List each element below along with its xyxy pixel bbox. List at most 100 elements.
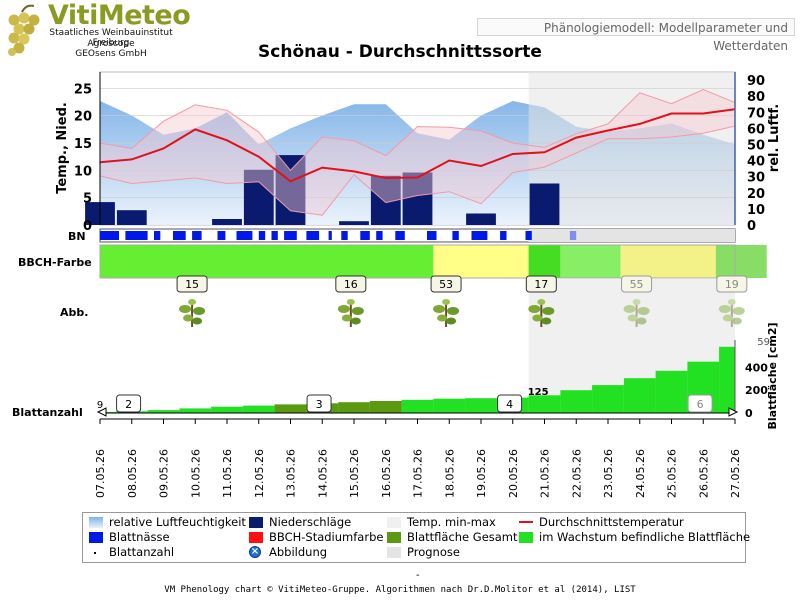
- bbch-color-segment: [560, 245, 621, 278]
- x-tick-label: 08.05.26: [126, 449, 139, 498]
- grapevine-shoot-icon: [337, 299, 364, 327]
- x-tick-label: 07.05.26: [94, 449, 107, 498]
- leaf-area-bar: [528, 395, 561, 413]
- red-swatch-icon: [249, 532, 263, 543]
- bn-label: BN: [68, 230, 86, 243]
- leaf-area-bar: [100, 411, 116, 413]
- bbch-stage-code: 16: [344, 278, 358, 291]
- leaf-wetness-segment: [341, 231, 348, 240]
- leaf-wetness-segment: [173, 231, 186, 240]
- shoot-leaf: [623, 305, 636, 313]
- abb-label: Abb.: [60, 306, 88, 319]
- leaf-count-value: 6: [697, 398, 704, 411]
- bbch-color-segment: [528, 245, 561, 278]
- shoot-leaf: [528, 305, 541, 313]
- leaf-count-box: [687, 394, 713, 413]
- rain-bar: [212, 219, 242, 225]
- leaf-wetness-segment: [306, 231, 320, 240]
- right-tick-label: 30: [747, 171, 765, 186]
- avg-temperature-line: [99, 108, 736, 183]
- x-tick-label: 20.05.26: [507, 449, 520, 498]
- shoot-leaf: [183, 314, 194, 322]
- grapevine-shoot-icon: [718, 299, 745, 327]
- x-tick-label: 25.05.26: [666, 449, 679, 498]
- bbch-stage-box: [176, 275, 208, 293]
- right-tick-label: 0: [747, 219, 756, 234]
- right-tick-label: 80: [747, 90, 765, 105]
- leaf-count-box: [306, 394, 332, 413]
- leaf-wetness-segment: [100, 231, 119, 240]
- gradient-swatch-icon: [89, 517, 103, 528]
- vitimeteo-logo: [8, 4, 40, 56]
- x-tick-label: 23.05.26: [602, 449, 615, 498]
- pale-swatch-icon: [387, 517, 401, 528]
- rain-bar: [116, 210, 147, 225]
- right-tick-label: 10: [747, 203, 765, 218]
- bbch-stage-box: [525, 275, 557, 293]
- shoot-leaf: [537, 299, 546, 305]
- left-tick-label: 5: [83, 192, 92, 207]
- x-tick-label: 24.05.26: [634, 449, 647, 498]
- left-tick-label: 25: [74, 82, 92, 97]
- right-tick-label: 70: [747, 106, 765, 121]
- shoot-leaf: [437, 314, 448, 322]
- shoot-leaf: [636, 317, 647, 325]
- shoot-leaf: [188, 299, 197, 305]
- shoot-leaf: [179, 305, 192, 313]
- bbch-color-segment: [433, 245, 529, 278]
- forecast-shade-bn: [528, 229, 735, 242]
- leaf-area-bar: [242, 405, 275, 413]
- right-tick-label: 50: [747, 138, 765, 153]
- leaf-partial-label: 9: [97, 400, 103, 411]
- bbch-stage-box: [430, 275, 462, 293]
- leaf-count-box: [116, 394, 142, 413]
- leaf-area-bar: [560, 390, 593, 413]
- x-tick-label: 10.05.26: [189, 449, 202, 498]
- leaf-area-bar: [369, 401, 402, 413]
- rain-bar: [402, 172, 433, 225]
- leaf-tick-label: 400: [745, 361, 768, 374]
- x-tick-label: 09.05.26: [158, 449, 171, 498]
- leaf-count-value: 3: [316, 398, 323, 411]
- x-tick-label: 11.05.26: [221, 449, 234, 498]
- leaf-wetness-segment: [427, 231, 437, 240]
- grapevine-shoot-icon: [433, 299, 460, 327]
- leaf-area-bar: [623, 378, 656, 413]
- shoot-leaf: [731, 317, 742, 325]
- x-tick-label: 21.05.26: [539, 449, 552, 498]
- leaf-wetness-segment: [125, 231, 148, 240]
- leaf-area-bar: [211, 406, 243, 413]
- x-tick-label: 19.05.26: [475, 449, 488, 498]
- leaf-wetness-segment: [258, 231, 266, 240]
- x-tick-label: 15.05.26: [348, 449, 361, 498]
- x-tick-label: 26.05.26: [697, 449, 710, 498]
- x-tick-label: 14.05.26: [316, 449, 329, 498]
- leaf-wetness-segment: [271, 231, 278, 240]
- leaf-wetness-forecast-segment: [569, 231, 577, 240]
- model-parameters-link[interactable]: Phänologiemodell: Modellparameter und We…: [477, 18, 795, 53]
- grape-logo-icon: [8, 4, 40, 56]
- left-tick-label: 20: [74, 110, 92, 125]
- shoot-leaf: [346, 299, 355, 305]
- bbch-stage-code: 15: [185, 278, 199, 291]
- bbch-stage-code: 53: [439, 278, 453, 291]
- footer-dash: -: [416, 570, 420, 581]
- shoot-leaf: [532, 314, 543, 322]
- leaf-count-box: [497, 394, 523, 413]
- leaf-area-bar: [433, 398, 466, 413]
- x-tick-label: 16.05.26: [380, 449, 393, 498]
- leaf-area-bar: [401, 399, 434, 413]
- chart-legend: relative Luftfeuchtigkeit Niederschläge …: [82, 512, 750, 563]
- bbch-stage-box: [335, 275, 367, 293]
- rain-bar: [339, 221, 369, 225]
- leaf-wetness-segment: [192, 231, 202, 240]
- grapevine-shoot-icon: [179, 299, 206, 327]
- olive-swatch-icon: [387, 532, 401, 543]
- x-tick-label: 22.05.26: [570, 449, 583, 498]
- brand-name: VitiMeteo: [48, 0, 191, 31]
- leaf-area-bar: [338, 402, 370, 413]
- leaf-wetness-segment: [236, 231, 253, 240]
- shoot-leaf: [732, 307, 745, 315]
- leaf-wetness-segment: [328, 231, 332, 240]
- bbch-stage-box: [716, 275, 748, 293]
